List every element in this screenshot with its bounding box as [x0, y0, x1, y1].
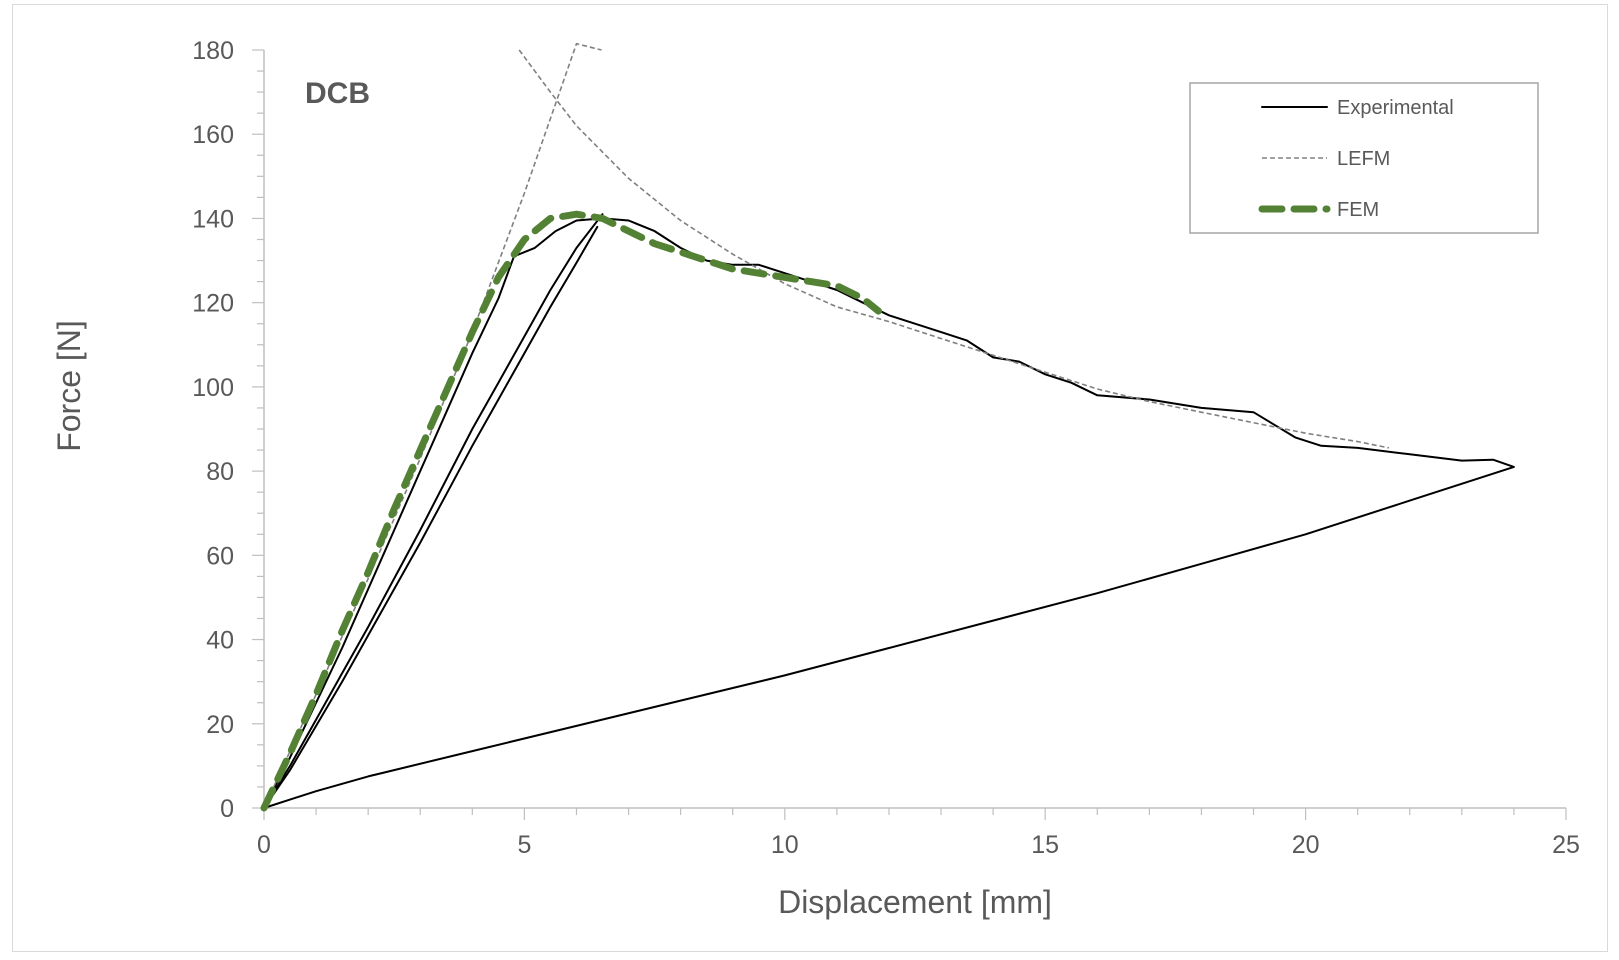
x-tick-label: 25 [1552, 831, 1580, 859]
legend-label-fem: FEM [1337, 199, 1379, 221]
legend-label-lefm: LEFM [1337, 148, 1390, 170]
y-tick-label: 140 [192, 205, 234, 233]
y-tick-label: 180 [192, 37, 234, 65]
series-line-fem [260, 210, 882, 812]
x-tick-label: 10 [771, 831, 799, 859]
series-line-lefm [518, 49, 1390, 449]
series-line-experimental [263, 213, 604, 809]
x-tick-label: 0 [257, 831, 271, 859]
y-tick-label: 40 [206, 627, 234, 655]
axes: 0 20 40 60 80 100 120 140 160 180 0 5 10 15 20 25 [192, 37, 1580, 859]
x-axis-title: Displacement [mm] [778, 884, 1052, 920]
chart-annotation: DCB [305, 77, 370, 110]
legend: Experimental LEFM FEM [1189, 82, 1539, 234]
y-tick-label: 160 [192, 121, 234, 149]
y-tick-label: 0 [220, 795, 234, 823]
y-tick-label: 60 [206, 542, 234, 570]
legend-box [1189, 82, 1539, 234]
x-tick-label: 15 [1031, 831, 1059, 859]
y-tick-label: 120 [192, 290, 234, 318]
series-layer [260, 42, 1515, 812]
legend-label-experimental: Experimental [1337, 97, 1454, 119]
y-tick-label: 80 [206, 458, 234, 486]
x-tick-label: 20 [1292, 831, 1320, 859]
y-axis-title: Force [N] [51, 320, 87, 452]
y-tick-label: 20 [206, 711, 234, 739]
y-tick-label: 100 [192, 374, 234, 402]
series-line-experimental [263, 225, 599, 809]
x-tick-label: 5 [517, 831, 531, 859]
series-line-experimental [263, 217, 1515, 809]
chart-frame [12, 4, 1608, 952]
